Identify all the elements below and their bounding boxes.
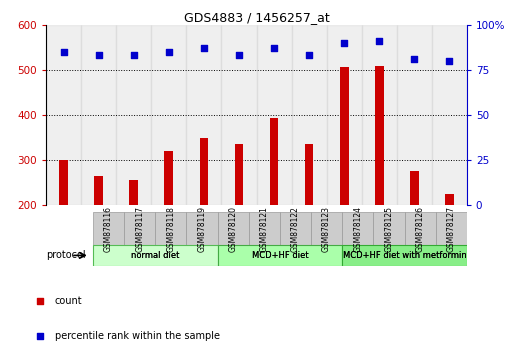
Bar xyxy=(60,160,68,205)
Bar xyxy=(342,245,467,266)
Bar xyxy=(432,25,467,205)
Bar xyxy=(305,144,313,205)
Bar xyxy=(397,25,432,205)
Point xyxy=(305,53,313,58)
Point xyxy=(445,58,453,64)
Text: GSM878116: GSM878116 xyxy=(104,206,113,252)
Bar xyxy=(165,151,173,205)
Point xyxy=(270,45,278,51)
Point xyxy=(165,49,173,55)
Bar xyxy=(445,194,453,205)
Text: GSM878125: GSM878125 xyxy=(384,206,393,252)
Point xyxy=(200,45,208,51)
Bar xyxy=(373,212,405,245)
Bar xyxy=(81,25,116,205)
Bar xyxy=(94,176,103,205)
Point xyxy=(375,38,383,44)
Bar xyxy=(151,25,186,205)
Text: GSM878123: GSM878123 xyxy=(322,206,331,252)
Bar xyxy=(291,25,327,205)
Bar xyxy=(256,25,291,205)
Text: GSM878119: GSM878119 xyxy=(198,206,206,252)
Bar xyxy=(155,212,186,245)
Bar xyxy=(218,245,342,266)
Bar xyxy=(218,212,249,245)
Bar xyxy=(93,245,218,266)
Text: percentile rank within the sample: percentile rank within the sample xyxy=(55,331,220,341)
Point xyxy=(410,56,418,62)
Text: MCD+HF diet with metformin: MCD+HF diet with metformin xyxy=(343,251,466,260)
Point xyxy=(36,298,44,304)
Bar xyxy=(234,144,243,205)
Bar xyxy=(249,212,280,245)
Text: normal diet: normal diet xyxy=(131,251,180,260)
Bar xyxy=(46,25,81,205)
Title: GDS4883 / 1456257_at: GDS4883 / 1456257_at xyxy=(184,11,329,24)
Text: MCD+HF diet: MCD+HF diet xyxy=(251,251,308,260)
Text: normal diet: normal diet xyxy=(131,251,180,260)
Bar xyxy=(186,25,222,205)
Bar xyxy=(342,212,373,245)
Text: GSM878120: GSM878120 xyxy=(229,206,238,252)
Text: GSM878122: GSM878122 xyxy=(291,206,300,252)
Text: GSM878127: GSM878127 xyxy=(447,206,456,252)
Bar xyxy=(124,212,155,245)
Point xyxy=(130,53,138,58)
Bar xyxy=(375,66,384,205)
Point xyxy=(340,40,348,46)
Point xyxy=(94,53,103,58)
Bar xyxy=(270,118,279,205)
Text: count: count xyxy=(55,296,83,306)
Text: MCD+HF diet: MCD+HF diet xyxy=(251,251,308,260)
Bar xyxy=(186,212,218,245)
Text: GSM878118: GSM878118 xyxy=(166,206,175,252)
Text: MCD+HF diet with metformin: MCD+HF diet with metformin xyxy=(343,251,466,260)
Bar xyxy=(280,212,311,245)
Point xyxy=(235,53,243,58)
Bar xyxy=(93,212,124,245)
Text: GSM878117: GSM878117 xyxy=(135,206,144,252)
Bar xyxy=(200,138,208,205)
Bar xyxy=(129,181,138,205)
Point xyxy=(60,49,68,55)
Bar xyxy=(410,171,419,205)
Bar xyxy=(311,212,342,245)
Bar xyxy=(222,25,256,205)
Point xyxy=(36,333,44,339)
Text: GSM878124: GSM878124 xyxy=(353,206,362,252)
Bar xyxy=(362,25,397,205)
Bar xyxy=(340,67,348,205)
Bar xyxy=(327,25,362,205)
Text: GSM878121: GSM878121 xyxy=(260,206,269,252)
Text: GSM878126: GSM878126 xyxy=(416,206,425,252)
Bar xyxy=(405,212,436,245)
Bar xyxy=(116,25,151,205)
Text: protocol: protocol xyxy=(46,250,86,261)
Bar xyxy=(436,212,467,245)
